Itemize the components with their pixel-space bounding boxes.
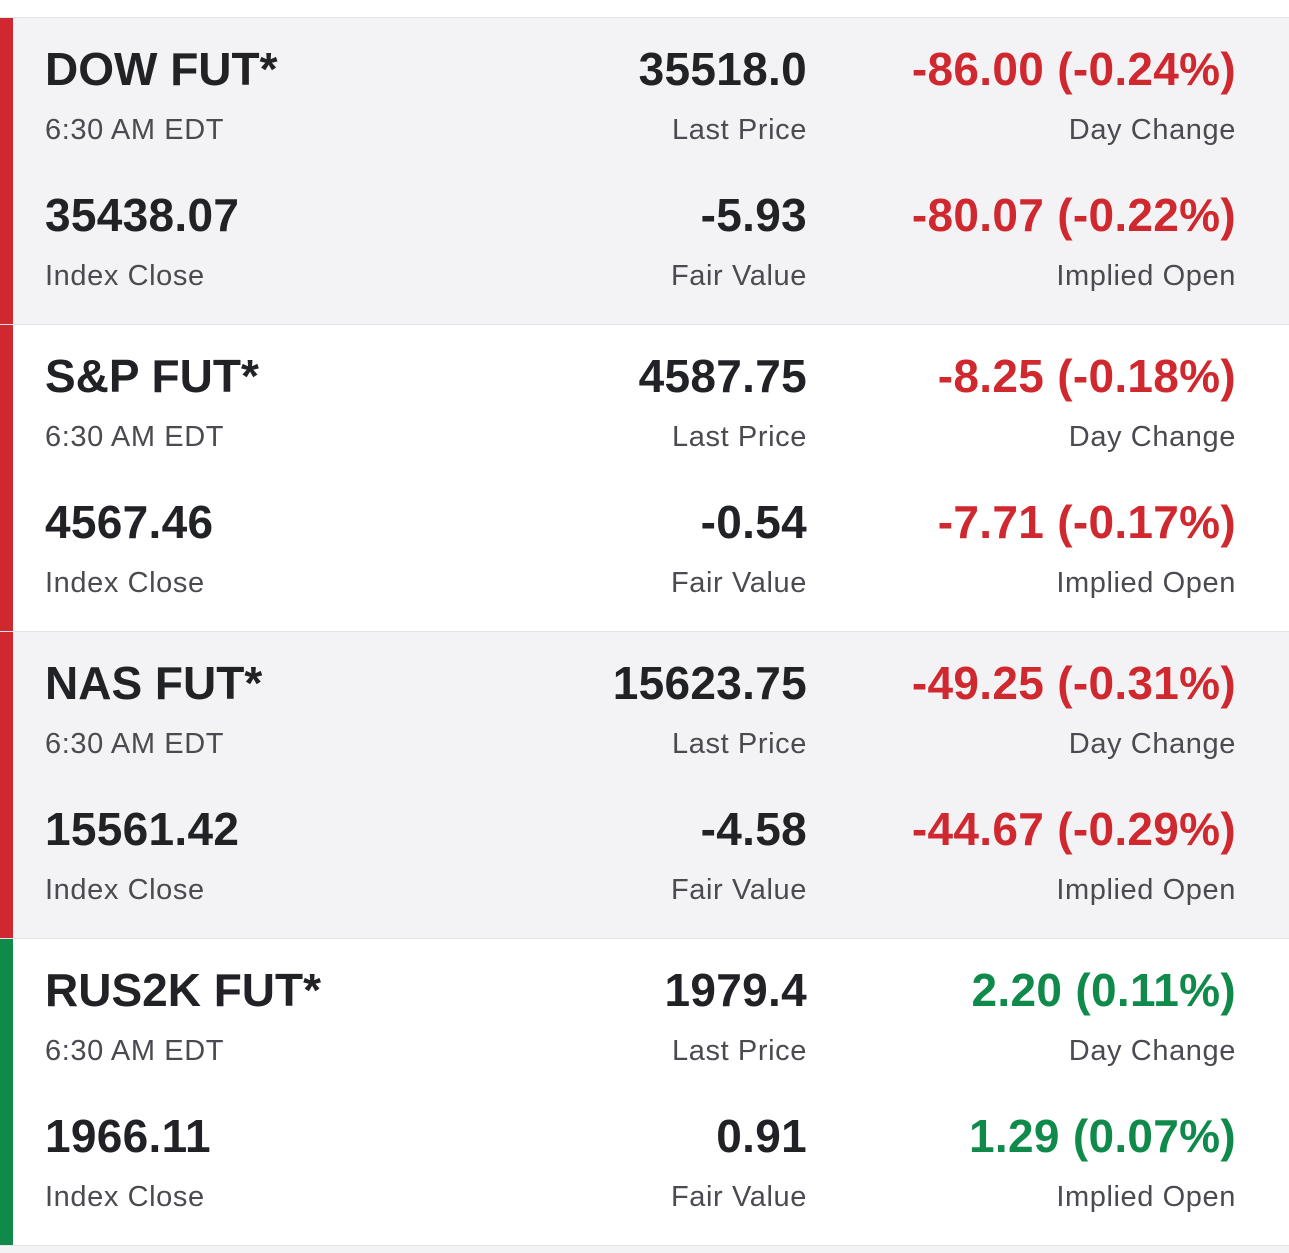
future-card-nas[interactable]: NAS FUT* 6:30 AM EDT 15623.75 Last Price… [0,631,1289,938]
last-price-value: 35518.0 [638,43,807,95]
implied-open-value: -44.67 (-0.29%) [911,803,1236,855]
fair-value-label: Fair Value [670,260,807,292]
index-close-value: 1966.11 [45,1110,211,1162]
direction-indicator-bar [0,939,13,1245]
last-price-label: Last Price [672,114,807,146]
day-change-value: -86.00 (-0.24%) [911,43,1236,95]
futures-list: DOW FUT* 6:30 AM EDT 35518.0 Last Price … [0,17,1289,1245]
last-price-value: 1979.4 [664,964,807,1016]
future-name[interactable]: S&P FUT* [45,350,259,402]
direction-indicator-bar [0,632,13,938]
future-name[interactable]: NAS FUT* [45,657,263,709]
last-price-value: 15623.75 [612,657,807,709]
fair-value-label: Fair Value [670,874,807,906]
day-change-value: -8.25 (-0.18%) [937,350,1236,402]
day-change-value: 2.20 (0.11%) [971,964,1236,1016]
index-close-label: Index Close [45,567,205,599]
implied-open-label: Implied Open [1056,260,1236,292]
direction-indicator-bar [0,18,13,324]
quote-time: 6:30 AM EDT [45,728,225,760]
future-card-dow[interactable]: DOW FUT* 6:30 AM EDT 35518.0 Last Price … [0,17,1289,324]
implied-open-label: Implied Open [1056,567,1236,599]
day-change-label: Day Change [1068,1035,1236,1067]
quote-time: 6:30 AM EDT [45,114,225,146]
implied-open-value: -7.71 (-0.17%) [937,496,1236,548]
future-name[interactable]: RUS2K FUT* [45,964,322,1016]
direction-indicator-bar [0,325,13,631]
index-close-label: Index Close [45,874,205,906]
next-card-edge [0,1245,1289,1253]
implied-open-label: Implied Open [1056,1181,1236,1213]
future-card-rus2k[interactable]: RUS2K FUT* 6:30 AM EDT 1979.4 Last Price… [0,938,1289,1245]
implied-open-value: 1.29 (0.07%) [969,1110,1236,1162]
quote-time: 6:30 AM EDT [45,1035,225,1067]
quote-time: 6:30 AM EDT [45,421,225,453]
day-change-label: Day Change [1068,421,1236,453]
last-price-label: Last Price [672,728,807,760]
fair-value-value: -0.54 [700,496,807,548]
fair-value-label: Fair Value [670,567,807,599]
day-change-label: Day Change [1068,728,1236,760]
last-price-label: Last Price [672,421,807,453]
day-change-label: Day Change [1068,114,1236,146]
last-price-value: 4587.75 [638,350,807,402]
future-name[interactable]: DOW FUT* [45,43,278,95]
index-close-value: 4567.46 [45,496,214,548]
implied-open-label: Implied Open [1056,874,1236,906]
future-card-sp[interactable]: S&P FUT* 6:30 AM EDT 4587.75 Last Price … [0,324,1289,631]
index-close-label: Index Close [45,1181,205,1213]
index-close-label: Index Close [45,260,205,292]
last-price-label: Last Price [672,1035,807,1067]
index-close-value: 15561.42 [45,803,240,855]
fair-value-value: 0.91 [716,1110,807,1162]
fair-value-value: -5.93 [700,189,807,241]
index-close-value: 35438.07 [45,189,240,241]
fair-value-label: Fair Value [670,1181,807,1213]
fair-value-value: -4.58 [700,803,807,855]
day-change-value: -49.25 (-0.31%) [911,657,1236,709]
implied-open-value: -80.07 (-0.22%) [911,189,1236,241]
